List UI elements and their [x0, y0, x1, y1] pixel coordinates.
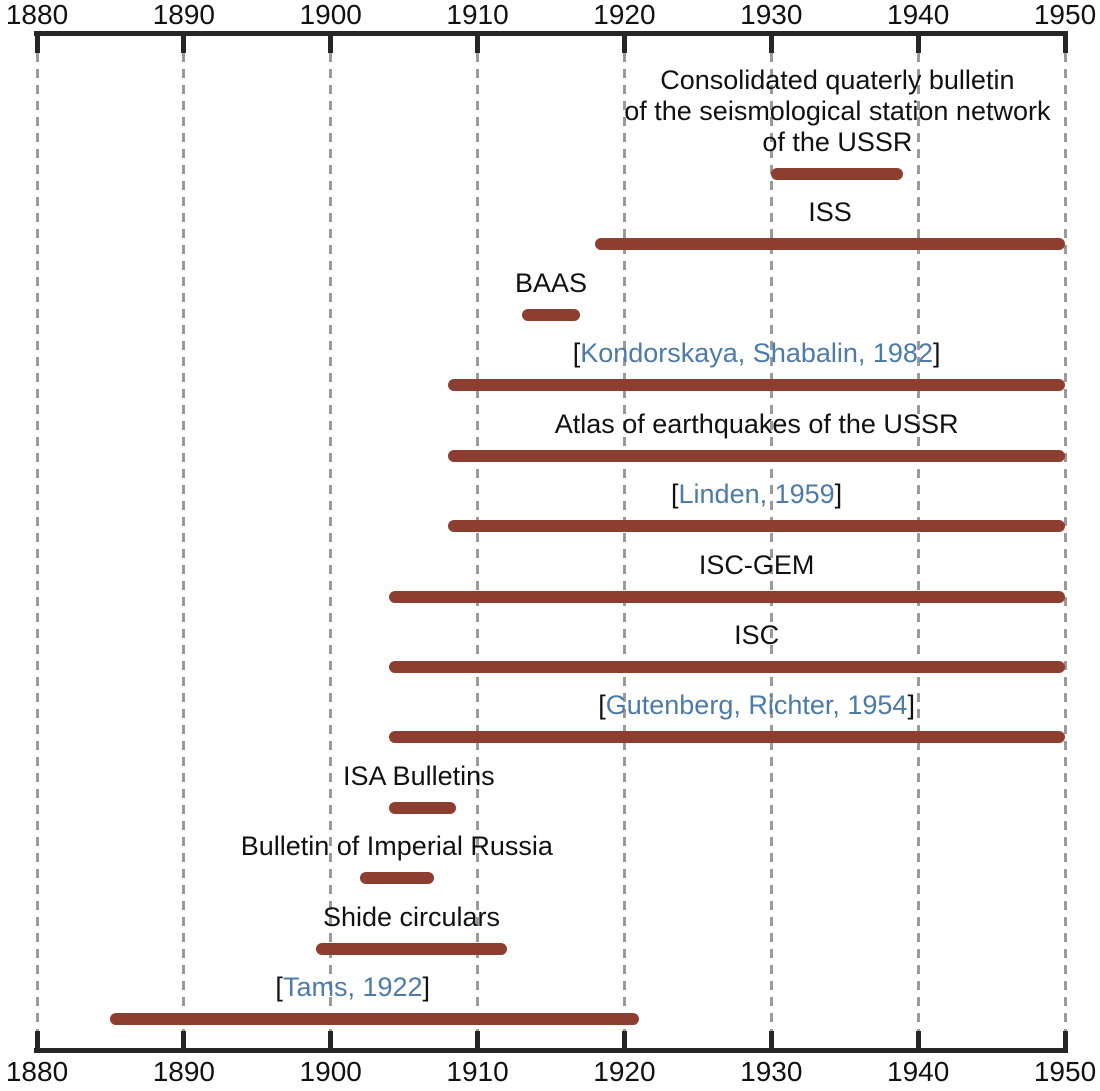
citation-text: Kondorskaya, Shabalin, 1982 [580, 338, 933, 369]
bottom-axis-tick-label: 1890 [152, 1056, 215, 1087]
row-label: Consolidated quaterly bulletin of the sei… [624, 65, 1050, 158]
decade-gridline [916, 53, 920, 1032]
timeline-bar [771, 168, 904, 180]
timeline-bar [360, 872, 434, 885]
top-axis-tick-label: 1880 [5, 0, 69, 30]
bottom-axis-tick-label: 1880 [5, 1056, 69, 1087]
citation-close-bracket: ] [907, 690, 915, 721]
row-label: ISC [734, 620, 779, 651]
citation-label: [Linden, 1959] [671, 479, 842, 510]
citation-open-bracket: [ [671, 479, 679, 510]
row-label: Atlas of earthquakes of the USSR [555, 409, 959, 440]
citation-label: [Gutenberg, Richter, 1954] [598, 690, 915, 721]
top-axis-line [34, 31, 1068, 36]
top-axis-tick-label: 1910 [446, 0, 509, 30]
top-axis-tick [768, 31, 774, 53]
timeline-bar [110, 1013, 640, 1026]
timeline-bar [389, 660, 1065, 673]
citation-open-bracket: [ [572, 338, 581, 369]
citation-text: Linden, 1959 [678, 479, 835, 510]
row-label: ISA Bulletins [343, 761, 495, 792]
bottom-axis-tick-label: 1930 [740, 1056, 803, 1087]
row-label-line: ISS [808, 197, 852, 228]
timeline-bar [448, 379, 1065, 392]
top-axis-tick [181, 31, 187, 53]
citation-open-bracket: [ [598, 690, 606, 721]
bottom-axis-tick [621, 1031, 627, 1053]
row-label-line: ISC [734, 619, 780, 650]
top-axis-tick [328, 31, 334, 53]
citation-text: Tams, 1922 [282, 972, 423, 1003]
row-label-line: Atlas of earthquakes of the USSR [554, 408, 959, 439]
timeline-bar [316, 942, 507, 955]
bottom-axis-tick-label: 1920 [593, 1056, 656, 1087]
row-label-line: of the USSR [762, 127, 913, 157]
decade-gridline [622, 53, 626, 1032]
timeline-bar [521, 308, 581, 321]
top-axis-tick-label: 1950 [1033, 0, 1097, 30]
top-axis-tick [34, 31, 40, 53]
decade-gridline [476, 53, 480, 1032]
bottom-axis-tick [768, 1031, 774, 1053]
timeline-bar [595, 238, 1065, 251]
timeline-bar [389, 731, 1065, 744]
decade-gridline [769, 53, 773, 1032]
timeline-bar [448, 449, 1065, 462]
bottom-axis-line [34, 1048, 1068, 1053]
bottom-axis-tick [328, 1031, 334, 1053]
row-label: Shide circulars [323, 902, 500, 933]
row-label-line: Shide circulars [322, 901, 501, 932]
citation-text: Gutenberg, Richter, 1954 [605, 690, 908, 721]
bottom-axis-tick [1062, 1031, 1068, 1053]
row-label-line: Bulletin of Imperial Russia [240, 831, 553, 862]
row-label: Bulletin of Imperial Russia [241, 831, 553, 862]
top-axis-tick [1062, 31, 1068, 53]
citation-label: [Kondorskaya, Shabalin, 1982] [573, 338, 941, 369]
timeline-bar [389, 590, 1065, 603]
top-axis-tick-label: 1900 [299, 0, 362, 30]
bottom-axis-tick [181, 1031, 187, 1053]
bottom-axis-tick-label: 1950 [1033, 1056, 1097, 1087]
bottom-axis-tick [915, 1031, 921, 1053]
row-label: ISS [808, 197, 852, 228]
row-label-line: ISC-GEM [698, 549, 815, 580]
timeline-bar [448, 520, 1065, 533]
top-axis-tick-label: 1890 [152, 0, 215, 30]
citation-close-bracket: ] [932, 338, 941, 369]
top-axis-tick-label: 1940 [886, 0, 950, 30]
bottom-axis-tick [34, 1031, 40, 1053]
bottom-axis-tick [475, 1031, 481, 1053]
top-axis-tick-label: 1920 [593, 0, 656, 30]
citation-label: [Tams, 1922] [275, 972, 430, 1003]
citation-close-bracket: ] [422, 972, 431, 1003]
row-label-line: ISA Bulletins [343, 760, 495, 791]
top-axis-tick-label: 1930 [740, 0, 803, 30]
citation-open-bracket: [ [275, 972, 283, 1003]
bottom-axis-tick-label: 1940 [886, 1056, 950, 1087]
decade-gridline [35, 53, 39, 1032]
timeline-bar [389, 801, 456, 814]
plot-area: 1880 1880 1890 1890 1900 1900 1910 1910 1920 1920… [6, 0, 1096, 1091]
row-label-line: Consolidated quaterly bulletin [660, 65, 1015, 95]
decade-gridline [1063, 53, 1067, 1032]
decade-gridline [329, 53, 333, 1032]
top-axis-tick [475, 31, 481, 53]
bottom-axis-tick-label: 1900 [299, 1056, 362, 1087]
top-axis-tick [621, 31, 627, 53]
row-label: BAAS [515, 268, 587, 299]
citation-close-bracket: ] [834, 479, 843, 510]
decade-gridline [182, 53, 186, 1032]
top-axis-tick [915, 31, 921, 53]
row-label: ISC-GEM [699, 550, 815, 581]
bottom-axis-tick-label: 1910 [446, 1056, 509, 1087]
row-label-line: of the seismological station network [624, 96, 1051, 126]
row-label-line: BAAS [514, 267, 588, 298]
